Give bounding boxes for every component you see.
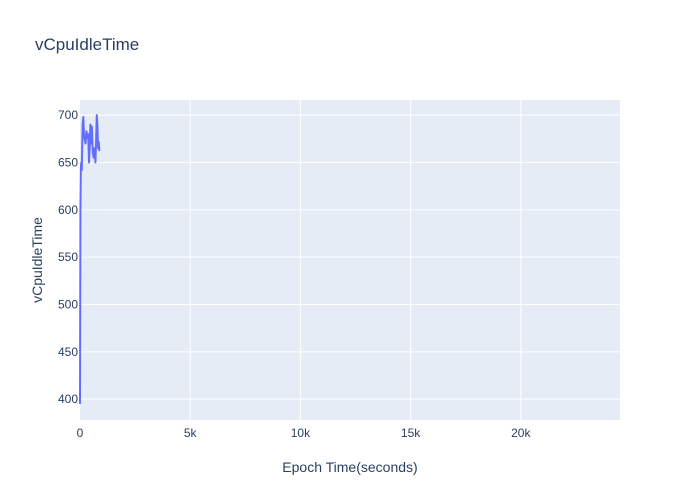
y-tick-label: 450 xyxy=(58,345,78,359)
series-line xyxy=(79,114,101,404)
y-tick-label: 550 xyxy=(58,250,78,264)
x-axis-title: Epoch Time(seconds) xyxy=(282,459,417,475)
y-tick-label: 400 xyxy=(58,392,78,406)
x-tick-label: 10k xyxy=(291,426,311,440)
y-tick-label: 600 xyxy=(58,203,78,217)
chart-title: vCpuIdleTime xyxy=(35,35,139,54)
y-tick-labels: 400 450 500 550 600 650 700 xyxy=(58,108,78,406)
x-tick-label: 15k xyxy=(401,426,421,440)
y-tick-label: 500 xyxy=(58,297,78,311)
x-tick-label: 0 xyxy=(77,426,84,440)
series-layer xyxy=(79,114,101,404)
x-tick-label: 20k xyxy=(511,426,531,440)
y-axis-title: vCpuIdleTime xyxy=(29,217,45,303)
plot-area xyxy=(80,100,620,420)
y-tick-label: 700 xyxy=(58,108,78,122)
y-tick-label: 650 xyxy=(58,155,78,169)
x-tick-labels: 0 5k 10k 15k 20k xyxy=(77,426,532,440)
x-tick-label: 5k xyxy=(184,426,198,440)
grid-lines xyxy=(80,100,620,420)
